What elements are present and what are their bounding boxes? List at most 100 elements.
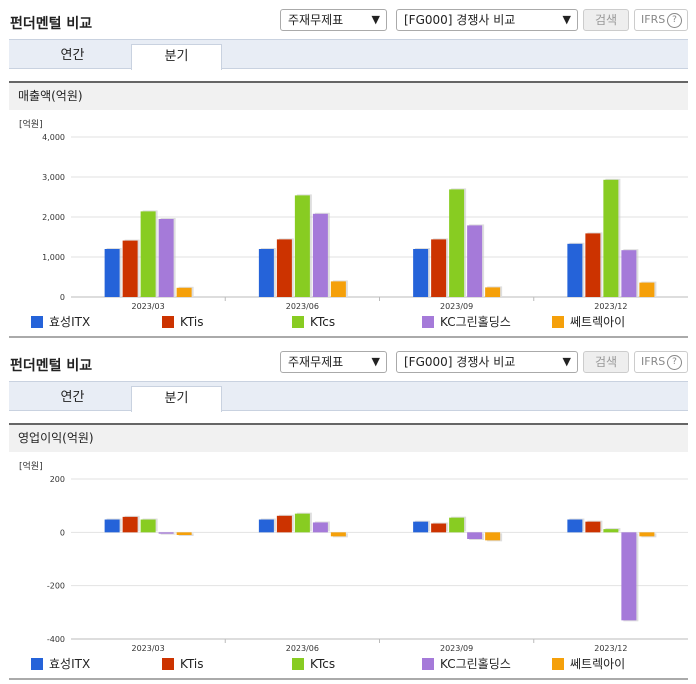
bar <box>276 239 292 297</box>
bar <box>485 532 501 541</box>
bar <box>176 532 192 535</box>
statement-select[interactable]: 주재무제표 ▼ <box>280 9 387 31</box>
legend-item[interactable]: KC그린홀딩스 <box>422 315 511 329</box>
tab-quarterly[interactable]: 분기 <box>131 386 222 412</box>
bar <box>449 517 465 533</box>
bar <box>639 282 655 297</box>
help-icon: ? <box>667 13 682 28</box>
legend-item[interactable]: KTcs <box>292 657 335 671</box>
legend-item[interactable]: KC그린홀딩스 <box>422 657 511 671</box>
chevron-down-icon: ▼ <box>371 13 380 26</box>
statement-select[interactable]: 주재무제표 ▼ <box>280 351 387 373</box>
y-tick-label: 3,000 <box>42 173 65 182</box>
legend-label: 효성ITX <box>49 315 91 329</box>
legend-item[interactable]: KTcs <box>292 315 335 329</box>
legend-label: 효성ITX <box>49 657 91 671</box>
legend-item[interactable]: 효성ITX <box>31 657 90 671</box>
legend-item[interactable]: KTis <box>162 315 203 329</box>
legend-item[interactable]: KTis <box>162 657 203 671</box>
bar <box>140 211 156 297</box>
bar <box>467 225 483 297</box>
revenue-bar-chart: [억원] 0 1,000 2,000 3,000 4,000 2023/03 2023/06 2… <box>19 118 688 310</box>
divider <box>9 336 688 338</box>
y-tick-label: 0 <box>60 528 65 537</box>
legend-label: KTcs <box>310 315 336 329</box>
y-tick-label: 200 <box>50 475 65 484</box>
bar <box>467 532 483 539</box>
y-tick-label: 4,000 <box>42 133 65 142</box>
x-tick-label: 2023/03 <box>132 644 165 652</box>
legend-item[interactable]: 쎄트렉아이 <box>552 657 625 671</box>
fundamental-panel-revenue: 펀더멘털 비교 주재무제표 ▼ [FG000] 경쟁사 비교 ▼ 검색 IFRS… <box>9 9 688 338</box>
bar <box>431 239 447 297</box>
legend-swatch <box>292 658 304 670</box>
period-tabs: 연간 분기 <box>9 381 688 412</box>
legend-swatch <box>552 316 564 328</box>
legend-swatch <box>292 316 304 328</box>
chart-subtitle: 매출액(억원) <box>9 81 688 110</box>
bar <box>567 243 583 297</box>
panel-title: 펀더멘털 비교 <box>10 16 93 32</box>
y-tick-label: 0 <box>60 293 65 302</box>
y-tick-label: 2,000 <box>42 213 65 222</box>
legend-label: 쎄트렉아이 <box>570 315 626 329</box>
legend-label: KTis <box>180 315 204 329</box>
x-tick-label: 2023/12 <box>594 644 627 652</box>
bar <box>585 233 601 297</box>
legend-item[interactable]: 효성ITX <box>31 315 90 329</box>
bar <box>312 522 328 533</box>
fundamental-panel-operating-profit: 펀더멘털 비교 주재무제표 ▼ [FG000] 경쟁사 비교 ▼ 검색 IFRS… <box>0 342 696 684</box>
x-tick-label: 2023/12 <box>594 302 627 310</box>
legend-label: KTis <box>180 657 204 671</box>
ifrs-label: IFRS <box>641 355 666 368</box>
tab-annual[interactable]: 연간 <box>60 48 85 63</box>
bar <box>294 513 310 533</box>
bar <box>431 523 447 533</box>
bar <box>258 519 274 533</box>
legend-swatch <box>31 316 43 328</box>
search-button[interactable]: 검색 <box>583 9 629 31</box>
chart-subtitle: 영업이익(억원) <box>9 423 688 452</box>
panel-title: 펀더멘털 비교 <box>10 358 93 374</box>
bar <box>294 195 310 297</box>
peer-group-select[interactable]: [FG000] 경쟁사 비교 ▼ <box>396 351 578 373</box>
legend-swatch <box>422 658 434 670</box>
peer-group-select-value: [FG000] 경쟁사 비교 <box>404 355 516 369</box>
statement-select-value: 주재무제표 <box>288 13 344 27</box>
tab-quarterly[interactable]: 분기 <box>131 44 222 70</box>
bar <box>276 515 292 533</box>
ifrs-help-button[interactable]: IFRS ? <box>634 351 688 373</box>
x-tick-label: 2023/06 <box>286 644 319 652</box>
legend-swatch <box>552 658 564 670</box>
chart-legend: 효성ITX KTis KTcs KC그린홀딩스 쎄트렉아이 <box>9 653 688 673</box>
bar <box>621 250 637 297</box>
ifrs-help-button[interactable]: IFRS ? <box>634 9 688 31</box>
bar <box>413 249 429 297</box>
bar <box>485 287 501 297</box>
legend-label: 쎄트렉아이 <box>570 657 626 671</box>
x-tick-label: 2023/09 <box>440 644 473 652</box>
chevron-down-icon: ▼ <box>371 355 380 368</box>
bar <box>104 249 120 297</box>
bar <box>639 532 655 537</box>
bar <box>567 519 583 533</box>
chart-legend: 효성ITX KTis KTcs KC그린홀딩스 쎄트렉아이 <box>9 311 688 331</box>
divider <box>9 678 688 680</box>
bar <box>603 179 619 297</box>
bar <box>122 240 138 297</box>
search-button[interactable]: 검색 <box>583 351 629 373</box>
bar <box>330 281 346 297</box>
bar <box>312 213 328 297</box>
statement-select-value: 주재무제표 <box>288 355 344 369</box>
operating-profit-bar-chart: [억원] -400 -200 0 200 2023/03 2023/06 2023/09 202… <box>19 460 688 652</box>
tab-annual[interactable]: 연간 <box>60 390 85 405</box>
bar <box>104 519 120 533</box>
legend-item[interactable]: 쎄트렉아이 <box>552 315 625 329</box>
y-unit-label: [억원] <box>19 460 43 472</box>
y-tick-label: -200 <box>47 582 65 591</box>
chevron-down-icon: ▼ <box>562 13 571 26</box>
help-icon: ? <box>667 355 682 370</box>
bar <box>140 519 156 533</box>
peer-group-select[interactable]: [FG000] 경쟁사 비교 ▼ <box>396 9 578 31</box>
legend-label: KC그린홀딩스 <box>440 315 511 329</box>
